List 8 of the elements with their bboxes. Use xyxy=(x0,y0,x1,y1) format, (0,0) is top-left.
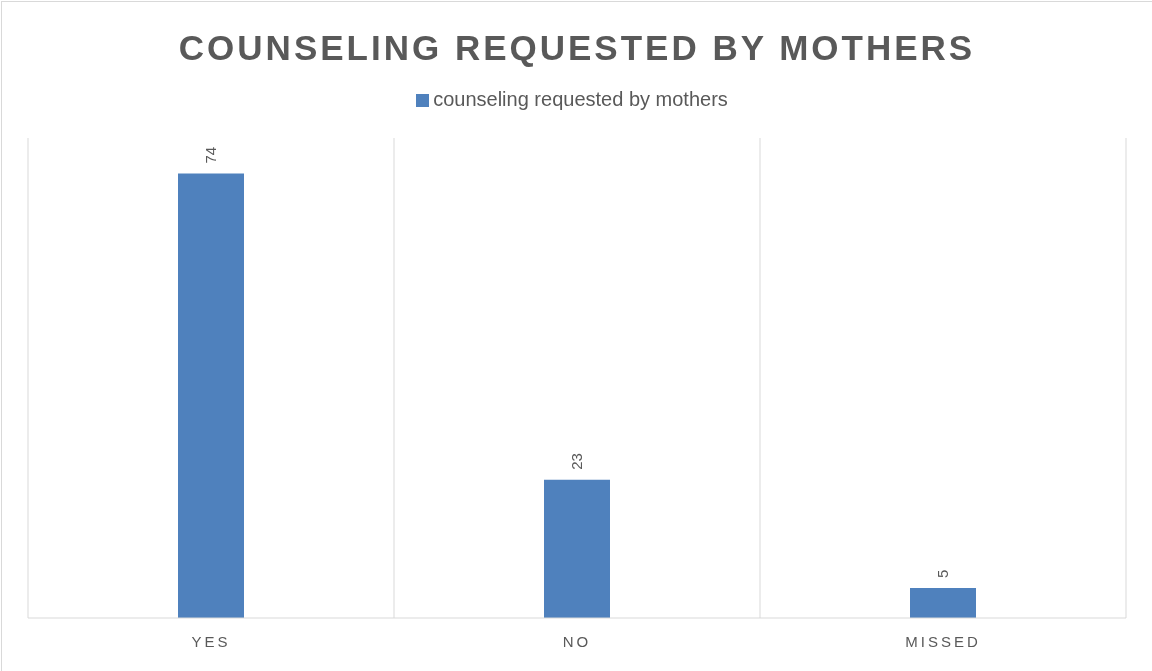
x-tick-label: NO xyxy=(562,632,592,650)
legend-label: counseling requested by mothers xyxy=(433,88,728,110)
chart-title: COUNSELING REQUESTED BY MOTHERS xyxy=(177,27,977,69)
data-label: 5 xyxy=(934,569,952,578)
x-tick-label: YES xyxy=(191,632,231,650)
data-label: 74 xyxy=(202,146,220,164)
data-label: 23 xyxy=(568,453,586,470)
x-tick-label: MISSED xyxy=(905,632,981,650)
